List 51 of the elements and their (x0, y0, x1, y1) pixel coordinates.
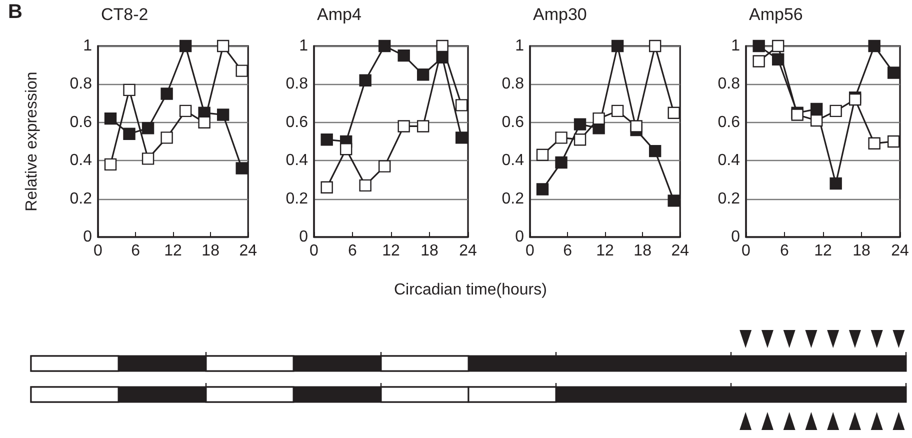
y-tick-label: 0 (299, 228, 308, 246)
x-tick-label: 18 (420, 242, 438, 260)
x-tick-label: 0 (526, 242, 535, 260)
y-tick-label: 0.4 (718, 152, 740, 170)
y-tick-label: 0.4 (286, 152, 308, 170)
x-tick-label: 6 (348, 242, 358, 260)
y-axis-title: Relative expression (24, 72, 40, 212)
x-axis-title: Circadian time(hours) (394, 282, 547, 298)
y-tick-label: 0.2 (502, 190, 524, 208)
chart-title: CT8-2 (101, 5, 148, 24)
x-tick-label: 18 (634, 242, 652, 260)
y-tick-label: 0.2 (286, 190, 308, 208)
x-tick-label: 12 (814, 242, 832, 260)
chart-title: Amp30 (533, 5, 587, 24)
y-tick-label: 0 (83, 228, 92, 246)
x-tick-label: 24 (671, 242, 690, 260)
y-tick-label: 0.2 (70, 190, 92, 208)
y-tick-label: 0.6 (502, 114, 524, 131)
y-tick-label: 1 (515, 38, 524, 54)
chart-title: Amp4 (317, 5, 362, 24)
y-tick-label: 0.4 (70, 152, 92, 170)
y-tick-label: 0.6 (70, 114, 92, 131)
y-tick-label: 0.8 (502, 76, 524, 93)
y-tick-label: 0.4 (502, 152, 524, 170)
x-tick-label: 6 (131, 242, 140, 260)
y-tick-label: 0.6 (286, 114, 308, 131)
chart-title: Amp56 (749, 5, 803, 24)
x-tick-label: 12 (596, 242, 614, 260)
x-tick-label: 24 (239, 242, 258, 260)
x-tick-label: 18 (202, 242, 220, 260)
y-tick-label: 0.2 (718, 190, 740, 208)
x-tick-label: 12 (382, 242, 400, 260)
x-tick-label: 24 (891, 242, 909, 260)
y-tick-label: 1 (299, 38, 308, 54)
text: B (8, 1, 22, 23)
y-tick-label: 0.6 (718, 114, 740, 131)
y-tick-label: 1 (83, 38, 92, 54)
y-tick-label: 1 (731, 38, 740, 54)
x-tick-label: 0 (94, 242, 103, 260)
y-tick-label: 0.8 (718, 76, 740, 93)
x-tick-label: 6 (780, 242, 790, 260)
x-tick-label: 0 (742, 242, 751, 260)
y-tick-label: 0.8 (70, 76, 92, 93)
x-tick-label: 6 (563, 242, 572, 260)
x-tick-label: 12 (164, 242, 182, 260)
y-tick-label: 0 (731, 228, 740, 246)
x-tick-label: 18 (852, 242, 870, 260)
y-tick-label: 0.8 (286, 76, 308, 93)
x-tick-label: 0 (310, 242, 319, 260)
y-tick-label: 0 (515, 228, 524, 246)
x-tick-label: 24 (459, 242, 477, 260)
